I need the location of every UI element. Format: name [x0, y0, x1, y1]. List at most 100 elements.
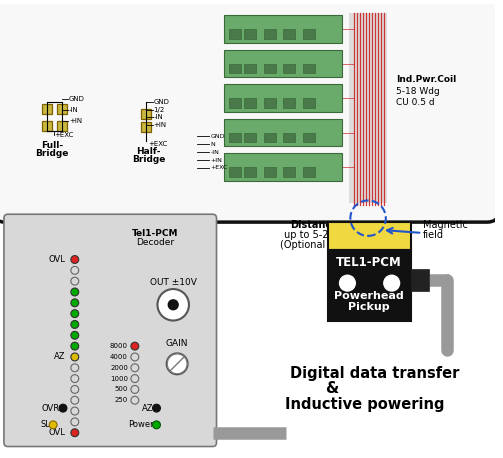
Bar — [42, 104, 52, 114]
Bar — [244, 29, 256, 39]
Text: GAIN: GAIN — [166, 339, 189, 348]
Bar — [264, 132, 276, 142]
Text: 4000: 4000 — [110, 354, 128, 360]
Text: GND: GND — [153, 99, 170, 105]
Text: AZ: AZ — [53, 353, 65, 361]
Bar — [141, 109, 150, 119]
Bar — [264, 98, 276, 108]
Bar — [224, 119, 343, 146]
Text: (Optional 35mm)): (Optional 35mm)) — [281, 240, 368, 250]
Text: &: & — [325, 382, 338, 396]
Text: OVL: OVL — [48, 255, 65, 264]
Text: GND: GND — [211, 134, 225, 139]
Text: +IN: +IN — [211, 158, 222, 163]
Circle shape — [131, 342, 139, 350]
Text: Tel1-PCM: Tel1-PCM — [132, 229, 179, 238]
Circle shape — [71, 256, 79, 263]
Text: up to 5-25mm: up to 5-25mm — [284, 230, 354, 240]
Text: 1000: 1000 — [110, 376, 128, 382]
Text: Decoder: Decoder — [136, 238, 175, 247]
Bar — [284, 167, 295, 177]
Text: +EXC: +EXC — [54, 131, 73, 137]
Circle shape — [71, 299, 79, 307]
Text: Magnetic: Magnetic — [423, 220, 468, 230]
Bar — [224, 153, 343, 181]
Bar — [57, 104, 67, 114]
Text: 250: 250 — [115, 397, 128, 403]
Bar — [244, 98, 256, 108]
Text: CU 0.5 d: CU 0.5 d — [396, 98, 434, 107]
Text: -IN: -IN — [211, 150, 219, 155]
Text: TEL1-PCM: TEL1-PCM — [336, 256, 402, 269]
Bar — [229, 132, 241, 142]
Bar — [42, 121, 52, 131]
Bar — [141, 122, 150, 131]
Circle shape — [340, 275, 355, 291]
Text: Pickup: Pickup — [348, 302, 390, 312]
Text: +IN: +IN — [153, 122, 166, 128]
Bar — [284, 98, 295, 108]
Circle shape — [384, 275, 399, 291]
Bar — [328, 250, 411, 321]
Text: -IN: -IN — [153, 114, 163, 120]
Text: +IN: +IN — [69, 118, 82, 124]
Bar — [244, 167, 256, 177]
Bar — [328, 222, 411, 250]
FancyBboxPatch shape — [4, 214, 216, 447]
Text: Digital data transfer: Digital data transfer — [290, 365, 460, 381]
Text: Powerhead: Powerhead — [334, 291, 404, 301]
Bar — [284, 29, 295, 39]
Bar — [229, 64, 241, 73]
Bar — [224, 16, 343, 43]
Bar — [264, 64, 276, 73]
Text: Half-: Half- — [136, 147, 161, 156]
Bar — [411, 269, 429, 291]
Text: Full-: Full- — [41, 142, 63, 150]
Text: OUT ±10V: OUT ±10V — [150, 278, 197, 287]
Circle shape — [59, 404, 67, 412]
Text: AZ: AZ — [142, 403, 153, 413]
Text: 5-18 Wdg: 5-18 Wdg — [396, 87, 440, 96]
Circle shape — [71, 288, 79, 296]
Text: OVR: OVR — [42, 403, 60, 413]
Text: Inductive powering: Inductive powering — [285, 397, 445, 412]
Bar — [229, 167, 241, 177]
Bar — [284, 132, 295, 142]
Text: Bridge: Bridge — [36, 149, 69, 158]
Text: OVL: OVL — [48, 428, 65, 437]
Bar — [303, 167, 315, 177]
Text: Bridge: Bridge — [132, 155, 165, 164]
Text: Ind.Pwr.Coil: Ind.Pwr.Coil — [396, 76, 456, 84]
Circle shape — [157, 289, 189, 321]
Text: Distance: Distance — [290, 220, 338, 230]
Text: Power: Power — [128, 420, 153, 429]
Bar — [244, 64, 256, 73]
Bar — [303, 98, 315, 108]
Bar — [303, 64, 315, 73]
Text: 2000: 2000 — [110, 365, 128, 371]
Text: GND: GND — [69, 96, 85, 102]
Circle shape — [152, 421, 160, 429]
Bar — [350, 13, 387, 203]
Circle shape — [152, 404, 160, 412]
Text: -IN: -IN — [69, 107, 78, 113]
Text: SL: SL — [40, 420, 50, 429]
Bar — [303, 29, 315, 39]
Bar — [229, 98, 241, 108]
Circle shape — [71, 342, 79, 350]
Text: 500: 500 — [115, 387, 128, 393]
Text: +EXC: +EXC — [148, 142, 168, 147]
Bar — [224, 50, 343, 77]
Circle shape — [49, 421, 57, 429]
Circle shape — [71, 310, 79, 317]
Circle shape — [71, 353, 79, 361]
Bar — [264, 29, 276, 39]
Bar — [303, 132, 315, 142]
Circle shape — [71, 429, 79, 436]
Circle shape — [71, 331, 79, 339]
Text: N: N — [211, 142, 215, 147]
FancyBboxPatch shape — [0, 0, 499, 222]
Text: field: field — [423, 230, 444, 240]
Bar — [224, 84, 343, 112]
Circle shape — [166, 353, 188, 375]
